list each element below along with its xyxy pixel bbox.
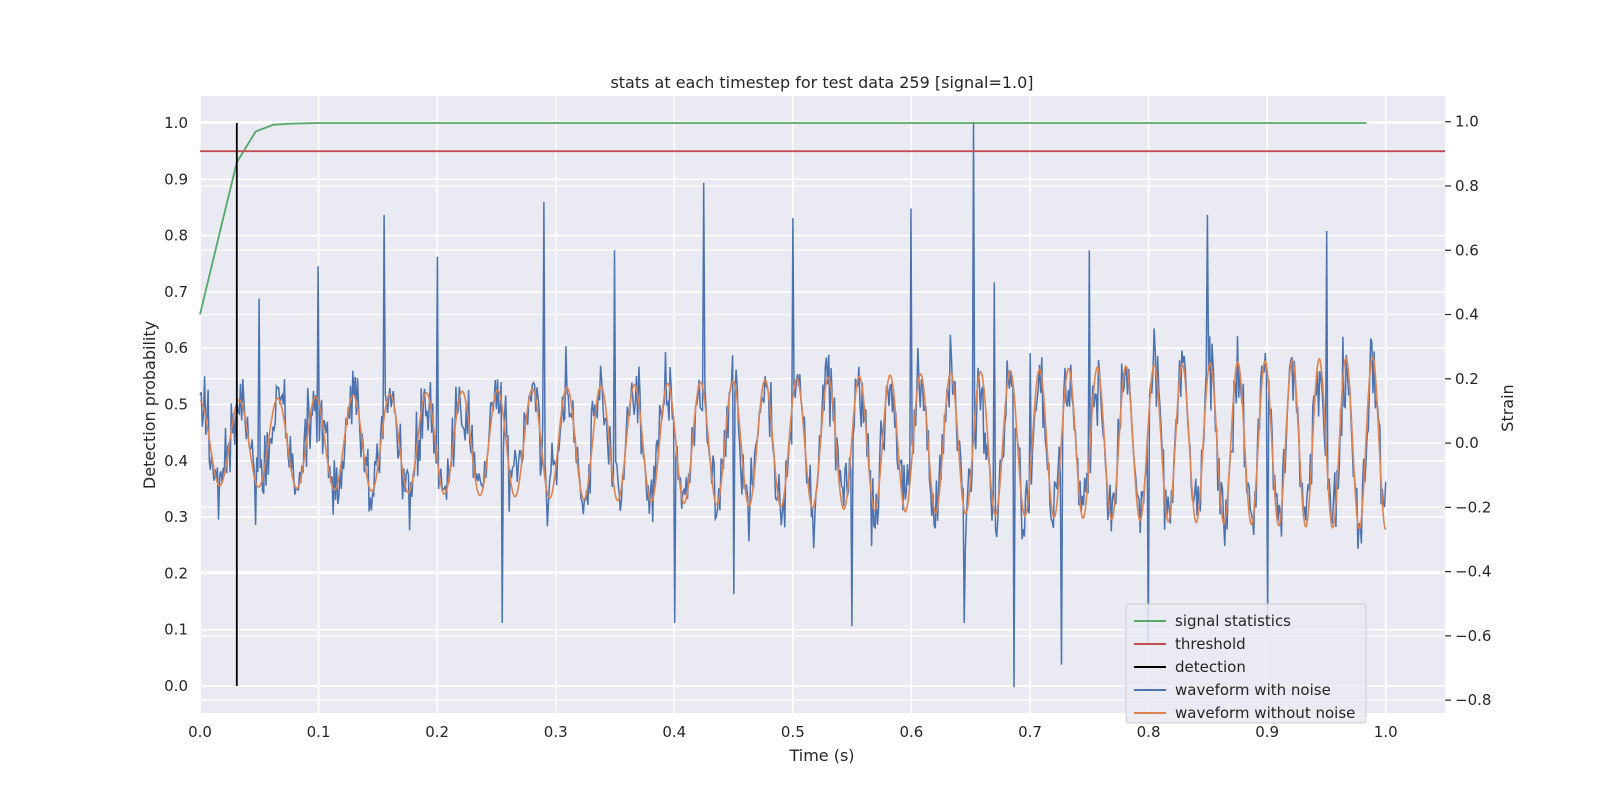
y-tick-label: 0.7 [164,283,188,301]
y-axis: 0.0 0.1 0.2 0.3 0.4 0.5 0.6 0.7 0.8 0.9 1.0 [164,114,188,695]
y-tick-label: 0.8 [164,227,188,245]
y-tick-label: 1.0 [164,114,188,132]
legend-label-signal-statistics: signal statistics [1175,612,1291,630]
y2-tick-label: 0.4 [1455,306,1479,324]
y-tick-label: 0.4 [164,452,188,470]
series-layer [199,121,1445,688]
x-axis-title: Time (s) [788,746,854,765]
x-tick-label: 0.2 [425,723,449,741]
y2-tick-label: −0.6 [1455,627,1491,645]
series-line-waveform-without-noise [199,356,1387,531]
legend-label-threshold: threshold [1175,635,1246,653]
y2-tick-label: −0.4 [1455,563,1491,581]
legend-box [1125,603,1367,724]
x-tick-label: 0.5 [781,723,805,741]
y-tick-label: 0.3 [164,508,188,526]
x-tick-label: 0.7 [1018,723,1042,741]
y2-tick-label: 0.2 [1455,370,1479,388]
legend-label-detection: detection [1175,658,1246,676]
y2-tick-label: 1.0 [1455,113,1479,131]
y2-axis-title: Strain [1498,384,1517,431]
y2-tick-label: 0.0 [1455,434,1479,452]
chart-title: stats at each timestep for test data 259… [610,73,1033,92]
y2-axis: −0.8 −0.6 −0.4 −0.2 0.0 0.2 0.4 0.6 0.8 1.0 [1445,113,1491,709]
y-tick-label: 0.0 [164,677,188,695]
y-tick-label: 0.1 [164,621,188,639]
y-tick-label: 0.2 [164,564,188,582]
x-tick-label: 0.4 [662,723,686,741]
x-tick-label: 0.8 [1137,723,1161,741]
x-axis: 0.0 0.1 0.2 0.3 0.4 0.5 0.6 0.7 0.8 0.9 1.0 [188,723,1398,741]
y-axis-title: Detection probability [140,321,159,489]
x-tick-label: 0.0 [188,723,212,741]
x-tick-label: 0.6 [899,723,923,741]
x-tick-label: 0.3 [544,723,568,741]
y2-tick-label: −0.8 [1455,691,1491,709]
y2-tick-label: 0.8 [1455,177,1479,195]
x-tick-label: 0.1 [307,723,331,741]
x-tick-label: 0.9 [1255,723,1279,741]
y2-tick-label: 0.6 [1455,241,1479,259]
y-tick-label: 0.6 [164,339,188,357]
legend: signal statistics threshold detection wavef… [1125,603,1367,724]
y-tick-label: 0.5 [164,396,188,414]
series-line-signal-statistics [199,122,1367,315]
y2-tick-label: −0.2 [1455,498,1491,516]
legend-label-waveform-without-noise: waveform without noise [1175,704,1355,722]
legend-label-waveform-with-noise: waveform with noise [1175,681,1331,699]
x-tick-label: 1.0 [1374,723,1398,741]
y-tick-label: 0.9 [164,170,188,188]
